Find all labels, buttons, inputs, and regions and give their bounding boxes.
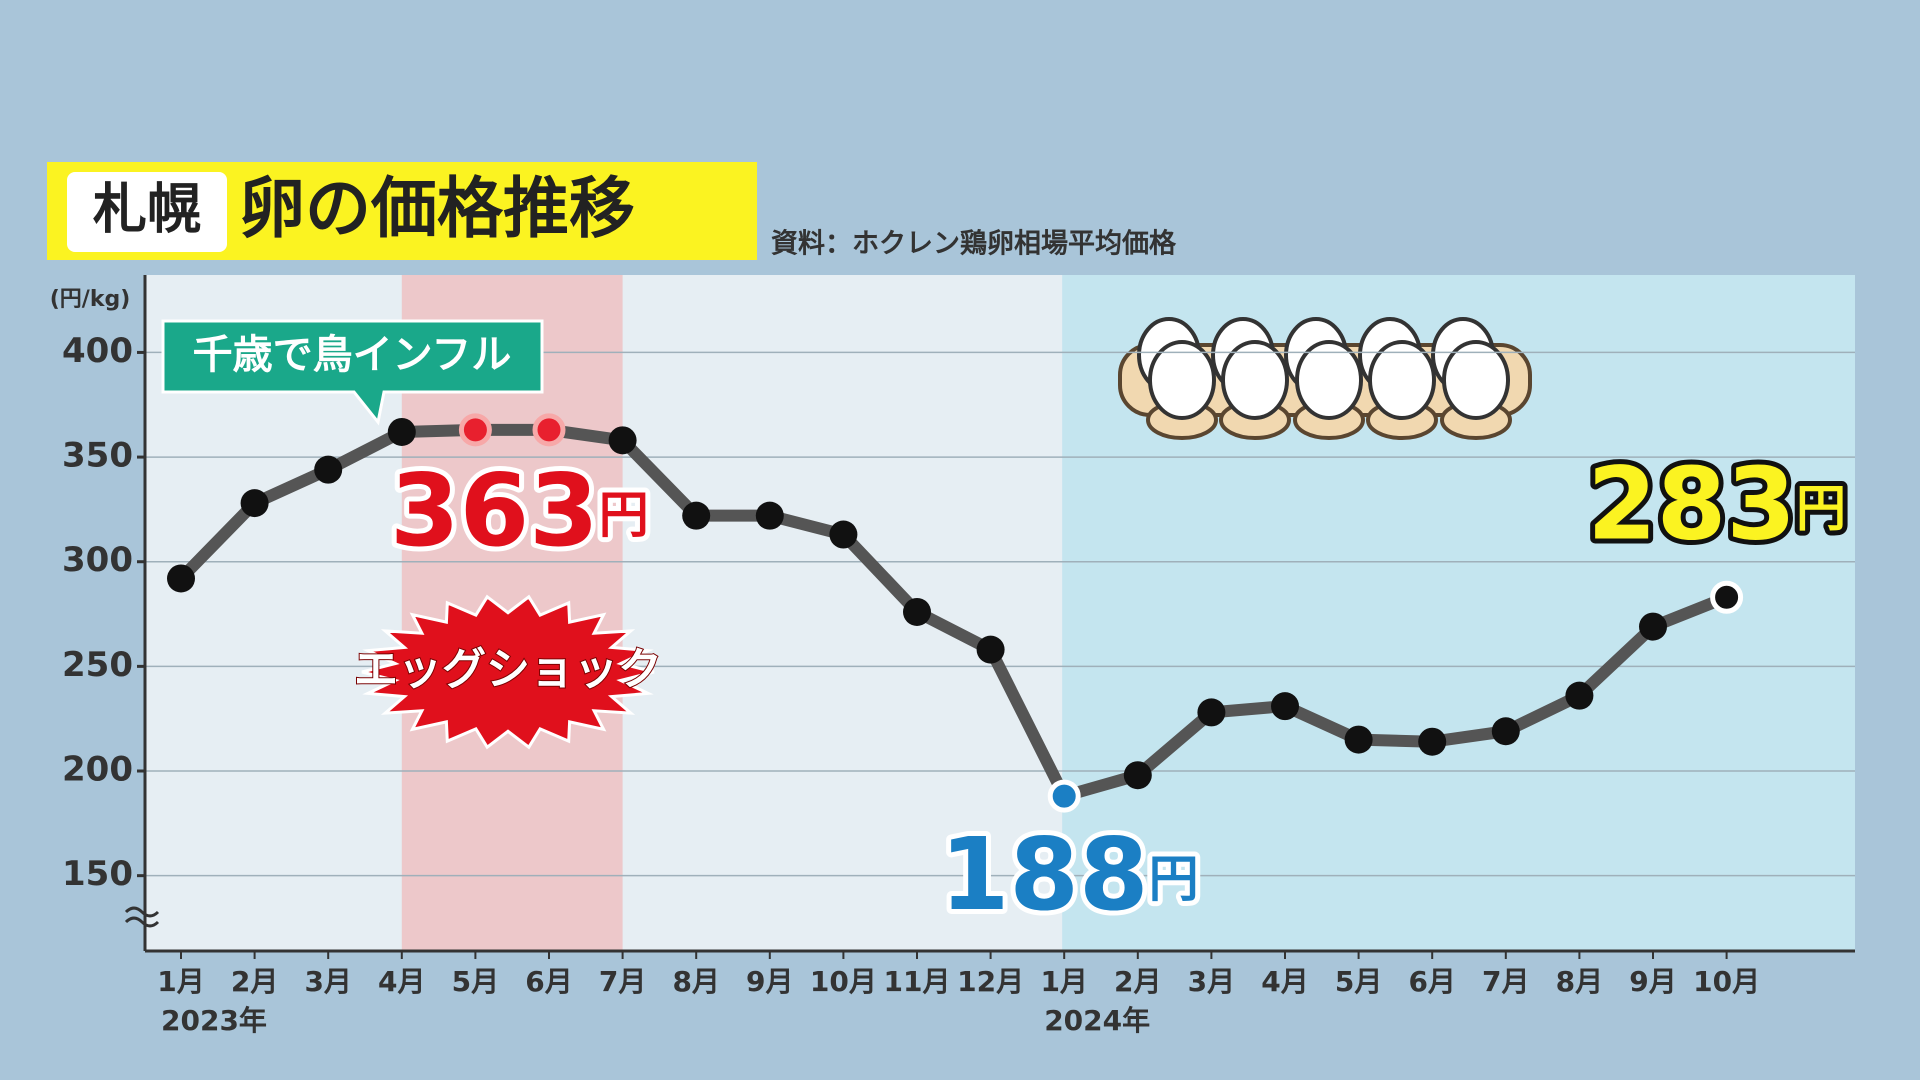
value-label: 363円 xyxy=(390,452,649,569)
y-tick-label: 350 xyxy=(62,436,133,476)
chart-title: 卵の価格推移 xyxy=(239,170,635,247)
marker xyxy=(1565,681,1594,710)
starburst xyxy=(361,594,655,750)
marker xyxy=(532,413,566,447)
marker xyxy=(1639,612,1667,641)
y-tick-label: 200 xyxy=(62,750,133,790)
x-tick-label: 2月 xyxy=(1114,965,1161,998)
marker xyxy=(976,635,1005,664)
marker xyxy=(458,413,492,447)
y-tick-label: 250 xyxy=(62,645,133,685)
x-tick-label: 4月 xyxy=(378,965,425,998)
egg-carton xyxy=(1118,317,1532,440)
value-label-part: 円 xyxy=(599,485,649,543)
value-label-part: 283 xyxy=(1587,446,1796,563)
title-location: 札幌 xyxy=(93,178,201,241)
value-label-part: 188 xyxy=(940,816,1149,933)
marker xyxy=(1344,725,1373,754)
x-tick-label: 9月 xyxy=(746,965,793,998)
x-tick-label: 5月 xyxy=(452,965,499,998)
x-tick-label: 5月 xyxy=(1335,965,1382,998)
axis-break xyxy=(124,906,160,928)
marker xyxy=(1710,580,1744,614)
marker xyxy=(314,455,343,484)
marker xyxy=(608,426,637,455)
y-tick-label: 300 xyxy=(62,540,133,580)
value-label-part: 円 xyxy=(1796,479,1846,537)
x-tick-label: 10月 xyxy=(1693,965,1760,998)
x-tick-label: 4月 xyxy=(1261,965,1308,998)
x-tick-label: 8月 xyxy=(1556,965,1603,998)
annotation-box xyxy=(161,319,544,426)
marker xyxy=(1491,717,1520,746)
x-tick-label: 9月 xyxy=(1629,965,1676,998)
marker xyxy=(1123,761,1152,790)
value-label-part: 363 xyxy=(390,452,599,569)
y-tick-label: 400 xyxy=(62,331,133,371)
x-tick-label: 7月 xyxy=(1482,965,1529,998)
value-label: 283円 xyxy=(1587,446,1846,563)
marker xyxy=(167,564,195,593)
x-tick-label: 1月 xyxy=(1040,965,1087,998)
marker xyxy=(1197,698,1226,727)
x-tick-label: 7月 xyxy=(599,965,646,998)
marker xyxy=(829,520,858,549)
marker xyxy=(755,501,784,530)
value-label: 188円 xyxy=(940,816,1199,933)
x-tick-label: 6月 xyxy=(1408,965,1455,998)
x-tick-label: 6月 xyxy=(525,965,572,998)
marker xyxy=(387,417,416,446)
year-label: 2023年 xyxy=(161,1004,267,1037)
year-label: 2024年 xyxy=(1044,1004,1150,1037)
value-label-part: 円 xyxy=(1149,850,1199,908)
x-tick-label: 12月 xyxy=(957,965,1024,998)
marker xyxy=(240,489,269,518)
marker xyxy=(1271,692,1299,721)
x-tick-label: 2月 xyxy=(231,965,278,998)
x-tick-label: 3月 xyxy=(304,965,351,998)
marker xyxy=(682,501,711,530)
location-box xyxy=(67,172,227,252)
y-unit: (円/kg) xyxy=(50,287,131,312)
marker xyxy=(903,597,931,626)
x-tick-label: 10月 xyxy=(810,965,877,998)
price-line xyxy=(176,423,1729,803)
x-tick-label: 3月 xyxy=(1188,965,1235,998)
y-tick-label: 150 xyxy=(62,854,133,894)
x-tick-label: 8月 xyxy=(672,965,719,998)
marker xyxy=(1418,727,1447,756)
x-tick-label: 1月 xyxy=(157,965,204,998)
annotation: 千歳で鳥インフル xyxy=(193,332,512,378)
marker xyxy=(1047,779,1081,813)
source: 資料：ホクレン鶏卵相場平均価格 xyxy=(771,229,1177,260)
annotation: エッグショック xyxy=(354,644,662,695)
x-tick-label: 11月 xyxy=(884,965,951,998)
